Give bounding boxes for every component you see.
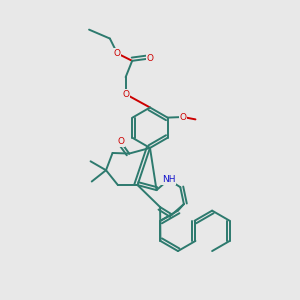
Text: O: O	[179, 112, 187, 122]
Text: NH: NH	[162, 175, 175, 184]
Text: O: O	[117, 137, 124, 146]
Text: O: O	[114, 49, 121, 58]
Text: O: O	[122, 90, 129, 99]
Text: O: O	[146, 54, 154, 63]
